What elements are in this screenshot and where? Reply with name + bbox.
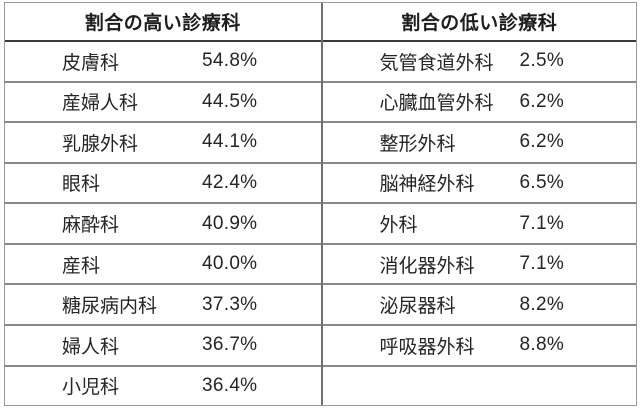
table-row: 皮膚科 54.8%	[5, 42, 321, 83]
table-row: 整形外科 6.2%	[322, 123, 636, 164]
table-row: 産科 40.0%	[5, 245, 321, 286]
department-name: 泌尿器科	[379, 296, 456, 318]
department-value: 54.8%	[202, 50, 258, 72]
table-row: 消化器外科 7.1%	[322, 245, 636, 286]
table-row: 脳神経外科 6.5%	[322, 164, 636, 205]
high-proportion-header: 割合の高い診療科	[5, 3, 321, 42]
table-row: 婦人科 36.7%	[5, 326, 321, 367]
table-row: 外科 7.1%	[322, 204, 636, 245]
table-row: 糖尿病内科 37.3%	[5, 285, 321, 326]
department-name: 脳神経外科	[379, 174, 475, 196]
department-proportion-table: 割合の高い診療科 皮膚科 54.8% 産婦人科 44.5% 乳腺外科 44.1%…	[4, 2, 637, 406]
department-value: 6.2%	[519, 131, 565, 153]
department-value: 44.1%	[202, 131, 258, 153]
department-value: 2.5%	[519, 50, 565, 72]
department-value: 36.4%	[202, 374, 258, 396]
department-value: 36.7%	[202, 334, 258, 356]
table-row: 眼科 42.4%	[5, 164, 321, 205]
department-name: 消化器外科	[379, 255, 475, 277]
department-name: 気管食道外科	[379, 52, 494, 74]
table-row-empty	[323, 367, 637, 406]
department-name: 産科	[62, 255, 101, 277]
table-row: 呼吸器外科 8.8%	[322, 326, 636, 367]
department-value: 8.2%	[519, 293, 565, 315]
department-name: 皮膚科	[62, 52, 120, 74]
department-name: 心臓血管外科	[379, 93, 494, 115]
department-value: 42.4%	[202, 171, 258, 193]
department-name: 整形外科	[379, 133, 456, 155]
department-name: 外科	[379, 215, 418, 237]
department-name: 産婦人科	[62, 93, 139, 115]
department-value: 6.2%	[519, 90, 565, 112]
department-name: 麻酔科	[62, 215, 120, 237]
high-proportion-column: 割合の高い診療科 皮膚科 54.8% 産婦人科 44.5% 乳腺外科 44.1%…	[5, 3, 321, 405]
department-value: 6.5%	[519, 171, 565, 193]
table-row: 気管食道外科 2.5%	[322, 42, 636, 83]
table-row: 泌尿器科 8.2%	[322, 285, 636, 326]
low-proportion-header: 割合の低い診療科	[322, 3, 636, 42]
department-value: 44.5%	[202, 90, 258, 112]
department-value: 7.1%	[519, 253, 565, 275]
department-value: 37.3%	[202, 293, 258, 315]
table-row: 心臓血管外科 6.2%	[322, 83, 636, 124]
department-name: 婦人科	[62, 336, 120, 358]
table-row: 産婦人科 44.5%	[5, 83, 321, 124]
department-value: 7.1%	[519, 212, 565, 234]
department-name: 糖尿病内科	[62, 296, 158, 318]
department-name: 小児科	[62, 377, 120, 399]
department-name: 乳腺外科	[62, 133, 139, 155]
department-value: 40.0%	[202, 253, 258, 275]
department-name: 呼吸器外科	[379, 336, 475, 358]
table-row: 乳腺外科 44.1%	[5, 123, 321, 164]
table-row: 小児科 36.4%	[5, 367, 321, 406]
department-value: 8.8%	[519, 334, 565, 356]
low-proportion-column: 割合の低い診療科 気管食道外科 2.5% 心臓血管外科 6.2% 整形外科 6.…	[320, 3, 637, 406]
department-name: 眼科	[62, 174, 101, 196]
table-row: 麻酔科 40.9%	[5, 204, 321, 245]
department-value: 40.9%	[202, 212, 258, 234]
